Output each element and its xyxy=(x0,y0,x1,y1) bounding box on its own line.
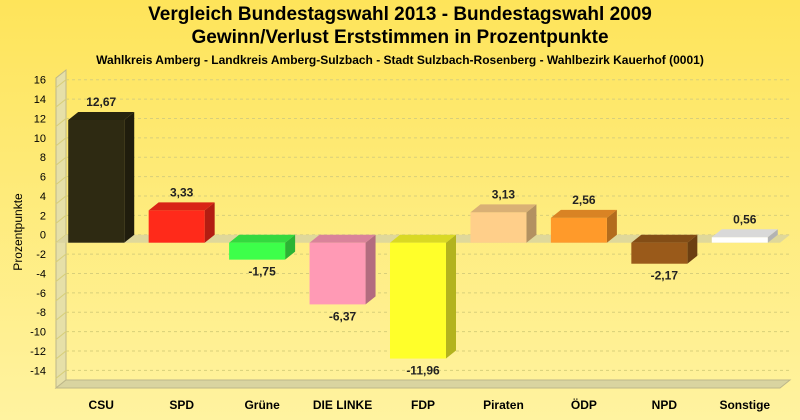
chart-subsubtitle: Wahlkreis Amberg - Landkreis Amberg-Sulz… xyxy=(96,53,704,67)
y-tick-label: -8 xyxy=(36,307,46,319)
bar-top xyxy=(390,234,456,243)
y-tick-label: 14 xyxy=(34,94,46,106)
plot-floor xyxy=(54,68,792,390)
bar-side xyxy=(687,234,698,264)
grid-line-side xyxy=(55,369,67,379)
data-label: 2,56 xyxy=(572,193,596,207)
grid-line-side xyxy=(55,331,67,340)
grid-line-side xyxy=(55,350,67,360)
data-label: -6,37 xyxy=(329,309,357,323)
bar-top xyxy=(550,209,617,218)
bar-front xyxy=(309,242,366,305)
y-tick-label: -14 xyxy=(30,365,46,377)
bar-top xyxy=(148,202,215,211)
x-tick-label: CSU xyxy=(89,398,114,412)
y-tick-label: 16 xyxy=(34,75,46,87)
bar-side xyxy=(204,202,215,243)
bar-front xyxy=(390,242,446,359)
bar-top xyxy=(470,204,537,213)
bar-front xyxy=(68,119,125,243)
bar-ödp xyxy=(550,209,617,243)
y-tick-label: 8 xyxy=(40,152,46,164)
y-tick-label: -6 xyxy=(36,288,46,300)
y-tick-label: 0 xyxy=(40,230,46,242)
bar-front xyxy=(711,237,768,243)
bar-top xyxy=(711,229,778,238)
bottom-floor xyxy=(54,379,792,389)
bar-front xyxy=(148,210,205,243)
bar-piraten xyxy=(470,204,537,243)
data-labels: 12,67 3,33 -1,75 -6,37 -11,96 3,13 2,56 -2,17 0,… xyxy=(86,95,757,378)
bar-side xyxy=(767,229,778,243)
x-tick-label: ÖDP xyxy=(571,397,597,412)
x-tick-label: DIE LINKE xyxy=(313,398,372,412)
y-tick-label: 6 xyxy=(40,172,46,184)
bar-front xyxy=(550,217,607,243)
bar-side xyxy=(526,204,537,243)
data-label: 0,56 xyxy=(733,212,757,226)
data-label: 3,33 xyxy=(170,185,194,199)
y-axis-label: Prozentpunkte xyxy=(11,193,25,271)
bar-die-linke xyxy=(309,234,376,305)
y-tick-label: 2 xyxy=(40,210,46,222)
y-axis: 16 14 12 10 8 6 4 2 0 -2 -4 -6 -8 -10 -12 -14 xyxy=(30,75,46,378)
grid-line-side xyxy=(55,253,67,263)
left-wall xyxy=(55,68,67,390)
bar-sonstige xyxy=(711,229,778,243)
bar-front xyxy=(470,212,527,243)
grid-line-side xyxy=(55,118,67,127)
bar-top xyxy=(631,234,698,243)
y-tick-label: 10 xyxy=(34,133,46,145)
data-label: -1,75 xyxy=(248,265,276,279)
bar-side xyxy=(285,234,296,260)
grid-line-side xyxy=(55,195,67,205)
x-tick-label: Sonstige xyxy=(719,398,770,412)
grid-line-side xyxy=(55,79,67,89)
grid-line-side xyxy=(55,273,67,282)
bar-csu xyxy=(68,111,135,243)
x-tick-label: SPD xyxy=(169,398,194,412)
bar-top xyxy=(229,234,296,243)
bar-side xyxy=(124,111,135,243)
bar-grüne xyxy=(229,234,296,260)
x-tick-label: Grüne xyxy=(244,398,280,412)
bar-top xyxy=(309,234,376,243)
bar-spd xyxy=(148,202,215,243)
bar-front xyxy=(229,242,286,260)
x-axis: CSU SPD Grüne DIE LINKE FDP Piraten ÖDP NPD Sons… xyxy=(89,397,771,412)
grid-line-side xyxy=(55,137,67,147)
data-label: 3,13 xyxy=(492,187,516,201)
chart-title: Vergleich Bundestagswahl 2013 - Bundesta… xyxy=(148,4,652,25)
data-label: 12,67 xyxy=(86,95,116,109)
bar-side xyxy=(446,234,456,359)
grid-line-side xyxy=(55,214,67,224)
grid-line-side xyxy=(55,292,67,302)
y-tick-label: -10 xyxy=(30,327,46,339)
bar-side xyxy=(365,234,376,305)
y-tick-label: -12 xyxy=(30,346,46,358)
y-tick-label: -4 xyxy=(36,268,46,280)
chart-subtitle: Gewinn/Verlust Erststimmen in Prozentpun… xyxy=(191,27,609,48)
bar-front xyxy=(631,242,688,264)
x-tick-label: FDP xyxy=(411,398,435,412)
y-tick-label: -2 xyxy=(36,249,46,261)
y-tick-label: 4 xyxy=(40,191,46,203)
bar-side xyxy=(606,209,617,243)
bars xyxy=(68,111,778,359)
grid-line-side xyxy=(55,176,67,185)
y-tick-label: 12 xyxy=(34,113,46,125)
grid-line-side xyxy=(55,156,67,166)
bar-fdp xyxy=(390,234,456,359)
x-tick-label: Piraten xyxy=(483,398,524,412)
grid-line-side xyxy=(55,98,67,108)
data-label: -2,17 xyxy=(651,269,679,283)
x-tick-label: NPD xyxy=(652,398,678,412)
data-label: -11,96 xyxy=(406,364,440,378)
bar-npd xyxy=(631,234,698,264)
grid-line-side xyxy=(55,311,67,321)
bar-top xyxy=(68,111,135,120)
